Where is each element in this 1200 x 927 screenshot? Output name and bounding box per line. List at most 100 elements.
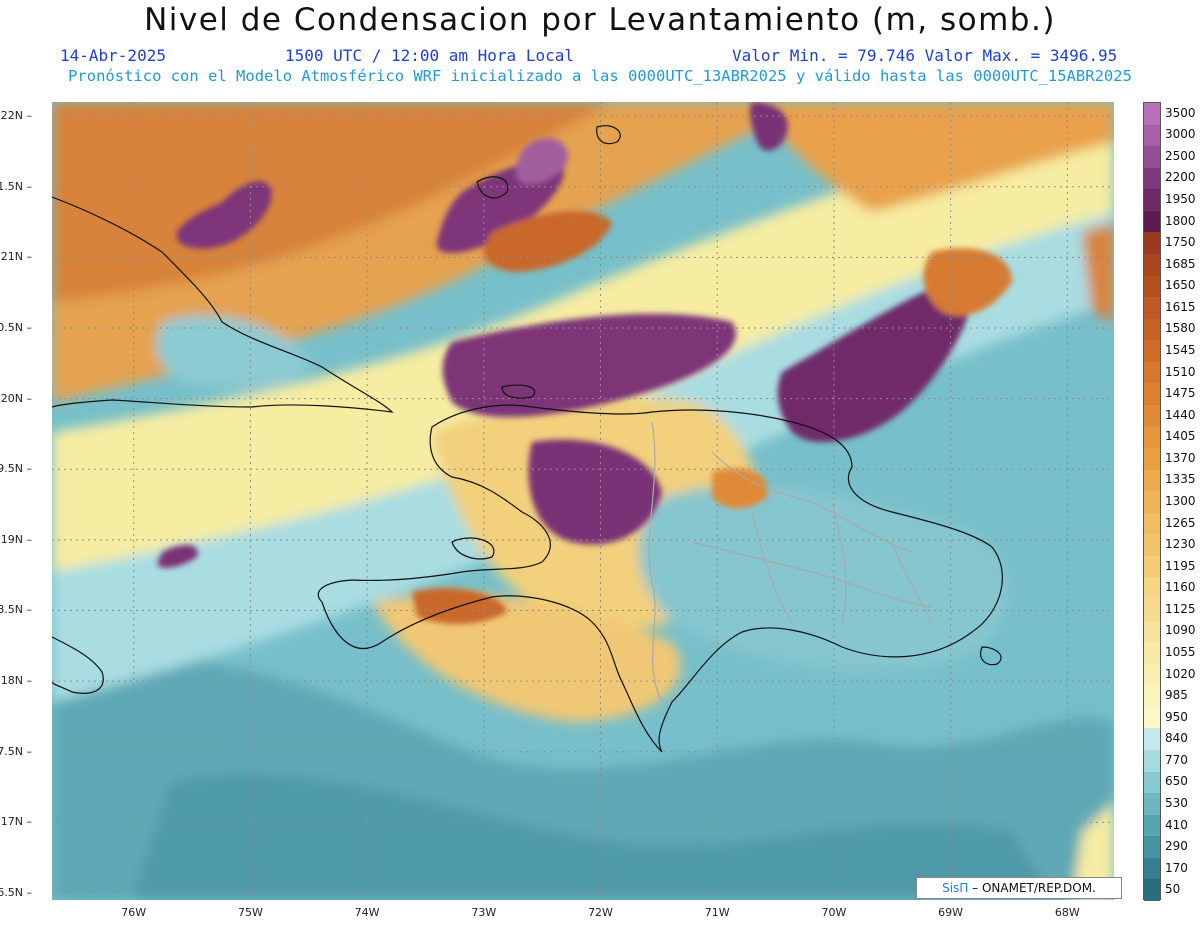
lat-label: 8.5N – (0, 603, 32, 617)
colorbar (1143, 102, 1161, 902)
value-range: Valor Min. = 79.746 Valor Max. = 3496.95 (732, 46, 1118, 65)
colorbar-label: 1370 (1165, 450, 1196, 465)
colorbar-label: 950 (1165, 709, 1188, 724)
lat-label: 19N – (0, 532, 32, 546)
colorbar-segment (1144, 167, 1160, 190)
colorbar-segment (1144, 318, 1160, 341)
colorbar-segment (1144, 361, 1160, 384)
colorbar-label: 1440 (1165, 407, 1196, 422)
colorbar-segment (1144, 146, 1160, 169)
colorbar-label: 1160 (1165, 580, 1196, 595)
colorbar-label: 1510 (1165, 364, 1196, 379)
colorbar-segment (1144, 750, 1160, 773)
colorbar-label: 1405 (1165, 429, 1196, 444)
tortuga-coast (501, 384, 536, 399)
colorbar-label: 1475 (1165, 386, 1196, 401)
province-line-2 (691, 541, 933, 608)
colorbar-segment (1144, 642, 1160, 665)
colorbar-segment (1144, 103, 1160, 126)
colorbar-segment (1144, 620, 1160, 643)
colorbar-label: 1580 (1165, 321, 1196, 336)
lon-label: 73W (471, 906, 497, 919)
purple-small-west (157, 545, 198, 568)
colorbar-segment (1144, 836, 1160, 859)
colorbar-segment (1144, 189, 1160, 212)
south-deep-band (132, 774, 1052, 900)
haiti-dr-border (648, 421, 663, 703)
colorbar-segment (1144, 297, 1160, 320)
colorbar-label: 650 (1165, 774, 1188, 789)
colorbar-label: 1545 (1165, 343, 1196, 358)
colorbar-segment (1144, 448, 1160, 471)
colorbar-segment (1144, 814, 1160, 837)
province-line-4 (831, 501, 847, 623)
colorbar-label: 530 (1165, 795, 1188, 810)
colorbar-segment (1144, 404, 1160, 427)
lat-label: 9.5N – (0, 462, 32, 476)
colorbar-segment (1144, 685, 1160, 708)
lon-label: 75W (237, 906, 263, 919)
colorbar-label: 3500 (1165, 105, 1196, 120)
lat-label: 18N – (0, 674, 32, 688)
dark-orange-patch-1 (483, 211, 612, 272)
map-title: Nivel de Condensacion por Levantamiento … (144, 2, 1056, 38)
coastlines (52, 125, 1003, 753)
colorbar-label: 170 (1165, 860, 1188, 875)
bahamas-coast-1 (476, 176, 509, 199)
colorbar-label: 2200 (1165, 170, 1196, 185)
orange-patch-central (712, 468, 768, 509)
province-line-1 (711, 451, 913, 553)
colorbar-label: 985 (1165, 688, 1188, 703)
colorbar-segment (1144, 491, 1160, 514)
lon-label: 71W (704, 906, 730, 919)
colorbar-label: 50 (1165, 882, 1181, 897)
dark-orange-northwest (52, 102, 612, 302)
colorbar-segment (1144, 771, 1160, 794)
cyan-cuba (156, 315, 312, 388)
lat-label: 1.5N – (0, 179, 32, 193)
colorbar-segment (1144, 210, 1160, 233)
colorbar-label: 1335 (1165, 472, 1196, 487)
colorbar-segment (1144, 555, 1160, 578)
lat-label: 22N – (0, 109, 32, 123)
lat-label: 21N – (0, 250, 32, 264)
lon-label: 69W (938, 906, 964, 919)
colorbar-segment (1144, 124, 1160, 147)
purple-north (749, 102, 788, 151)
lon-label: 74W (354, 906, 380, 919)
colorbar-label: 1950 (1165, 192, 1196, 207)
colorbar-segment (1144, 534, 1160, 557)
jamaica-coast (52, 636, 104, 694)
colorbar-label: 840 (1165, 731, 1188, 746)
lat-label: 0.5N – (0, 320, 32, 334)
credit-sis: SisΠ (942, 881, 969, 895)
colorbar-segment (1144, 512, 1160, 535)
gonave-coast (451, 537, 495, 560)
colorbar-segment (1144, 577, 1160, 600)
model-info: Pronóstico con el Modelo Atmosférico WRF… (68, 67, 1132, 85)
orange-northeast (752, 102, 1114, 212)
lon-label: 68W (1054, 906, 1080, 919)
orange-east-edge (1082, 222, 1114, 322)
credit-box: SisΠ – ONAMET/REP.DOM. (916, 877, 1122, 899)
lat-label: 6.5N – (0, 885, 32, 899)
map-canvas (52, 102, 1114, 900)
colorbar-segment (1144, 728, 1160, 751)
purple-hispaniola (528, 439, 662, 545)
colorbar-label: 1090 (1165, 623, 1196, 638)
saona-coast (980, 646, 1002, 666)
colorbar-label: 2500 (1165, 148, 1196, 163)
hispaniola-coast (317, 404, 1003, 753)
lon-label: 70W (821, 906, 847, 919)
colorbar-label: 3000 (1165, 127, 1196, 142)
colorbar-segment (1144, 426, 1160, 449)
forecast-date: 14-Abr-2025 (60, 46, 166, 65)
bahamas-coast-2 (596, 125, 621, 145)
cuba-coast (52, 196, 394, 413)
province-line-5 (891, 541, 933, 623)
lat-label: 7.5N – (0, 744, 32, 758)
colorbar-label: 1800 (1165, 213, 1196, 228)
colorbar-segment (1144, 383, 1160, 406)
orange-patch-east (923, 248, 1012, 316)
colorbar-segment (1144, 706, 1160, 729)
